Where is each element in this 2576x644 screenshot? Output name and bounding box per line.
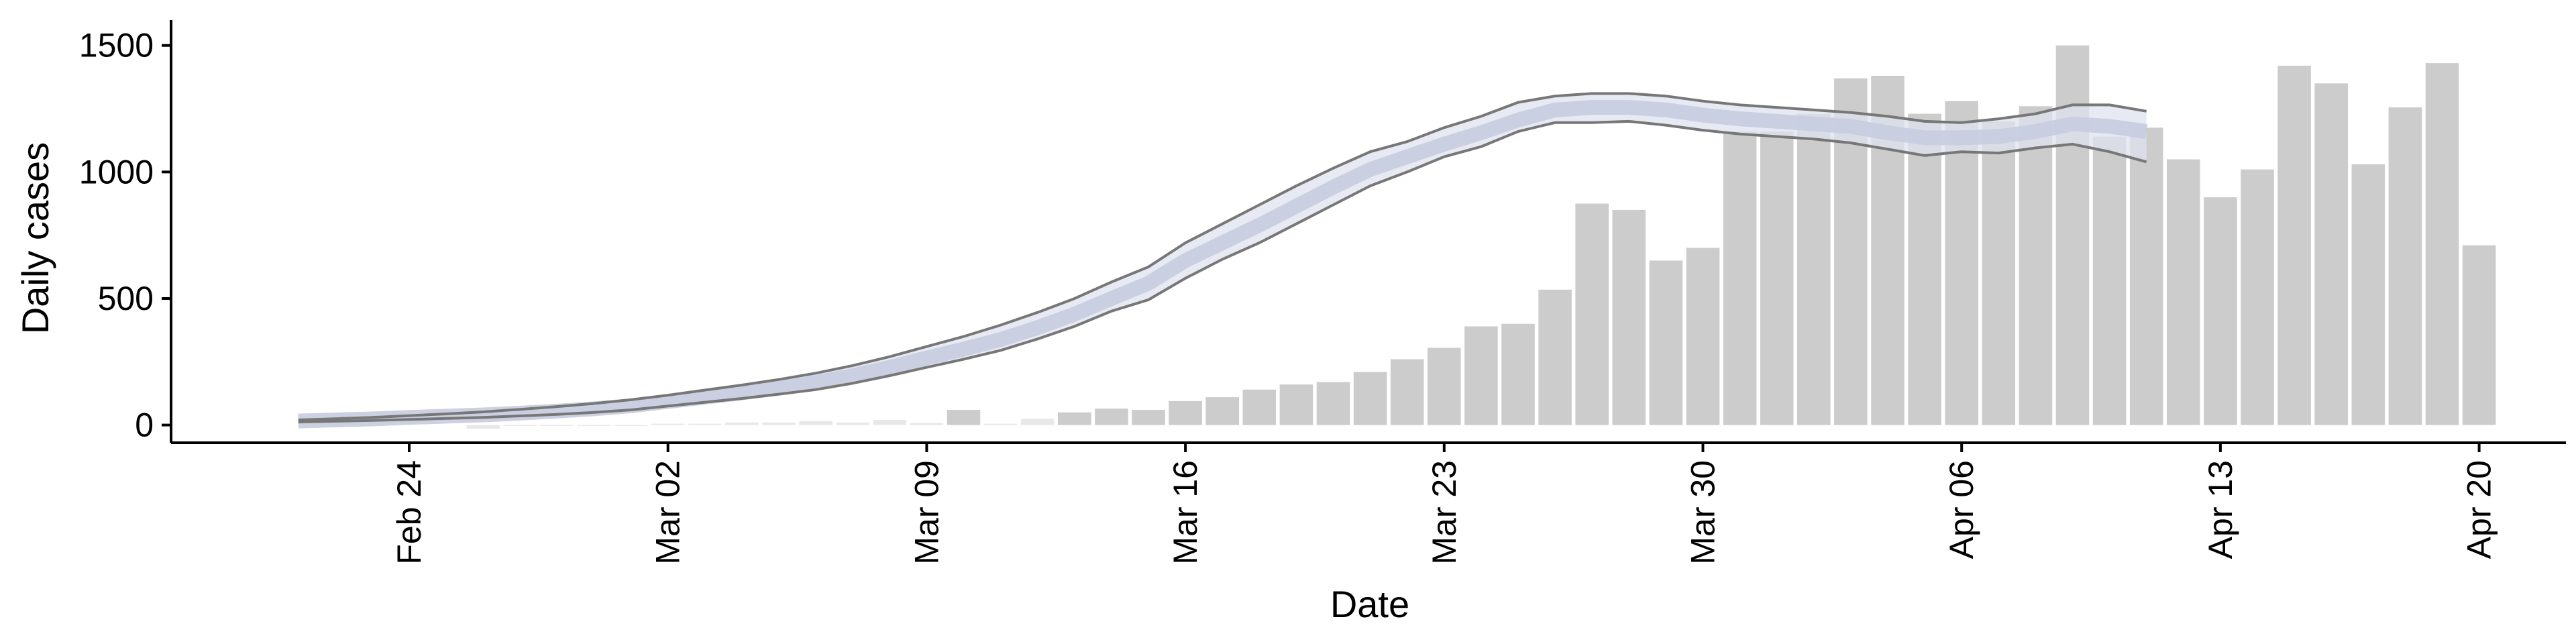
x-tick-label: Mar 16 (1167, 460, 1204, 565)
bar (2425, 63, 2459, 425)
bar (2129, 127, 2163, 425)
x-axis-title: Date (1330, 583, 1409, 625)
bar (1723, 131, 1757, 425)
bar (1390, 359, 1424, 425)
bar (1760, 131, 1794, 425)
bar (614, 425, 648, 427)
bar (2204, 197, 2237, 425)
model-lower-line (298, 119, 2147, 424)
bar (1945, 101, 1978, 425)
bar (2055, 45, 2090, 425)
bar (1242, 389, 1277, 425)
x-tick-label: Apr 13 (2202, 460, 2239, 559)
bar (1353, 372, 1387, 425)
model-band-layer (298, 92, 2148, 429)
bar (1428, 347, 1461, 425)
bar (799, 421, 833, 425)
model-upper-line (298, 92, 2147, 421)
bar (2092, 136, 2127, 425)
bar (1169, 400, 1202, 425)
model-median-band (298, 100, 2148, 429)
bar (1908, 113, 1941, 425)
x-tick-label: Mar 23 (1426, 460, 1463, 565)
bar (688, 423, 722, 425)
bar (1501, 323, 1535, 425)
bar (540, 425, 574, 427)
bar (1612, 209, 1646, 425)
bar (1538, 289, 1572, 425)
bar (651, 423, 685, 425)
y-tick-label: 1000 (79, 153, 154, 191)
y-axis-title: Daily cases (14, 142, 56, 334)
bar (1686, 248, 1720, 425)
bar (1797, 113, 1831, 425)
x-tick-label: Apr 06 (1943, 460, 1980, 559)
bar (1316, 382, 1350, 425)
x-tick-label: Mar 09 (908, 460, 945, 565)
bar (725, 422, 759, 425)
bar (1464, 326, 1498, 425)
bar (1649, 260, 1683, 425)
bar (2314, 83, 2348, 425)
bar (2277, 65, 2311, 425)
bar (1205, 397, 1239, 425)
model-band-area (298, 93, 2147, 423)
bar (873, 420, 907, 425)
bar (836, 422, 869, 425)
y-tick-label: 0 (135, 407, 154, 444)
bar (2019, 106, 2053, 425)
y-tick-label: 500 (98, 280, 154, 317)
bars-layer (466, 45, 2496, 429)
bar (983, 423, 1018, 425)
x-tick-label: Mar 02 (649, 460, 687, 565)
bar (762, 422, 796, 425)
bar (1575, 203, 1609, 425)
bar (1020, 419, 1055, 425)
x-tick-label: Mar 30 (1684, 460, 1722, 565)
bar (2167, 159, 2200, 425)
bar (910, 423, 944, 425)
x-tick-label: Apr 20 (2461, 460, 2498, 559)
bar (2241, 169, 2274, 425)
axes-layer (170, 20, 2566, 444)
bar (503, 425, 537, 427)
bar (2351, 164, 2385, 425)
bar (466, 425, 500, 429)
bar (1058, 412, 1091, 425)
y-ticks: 0 500 1000 1500 (79, 27, 171, 444)
bar (577, 425, 611, 427)
x-ticks: Feb 24 Mar 02 Mar 09 Mar 16 Mar 23 Mar 30 Apr … (390, 443, 2498, 565)
bar (1095, 409, 1128, 425)
bar (2462, 245, 2496, 425)
y-tick-label: 1500 (79, 27, 154, 64)
x-tick-label: Feb 24 (390, 460, 428, 565)
bar (947, 410, 981, 425)
bar (1132, 410, 1165, 425)
bar (1279, 384, 1313, 425)
bar (2388, 107, 2422, 425)
bar (1982, 121, 2016, 425)
